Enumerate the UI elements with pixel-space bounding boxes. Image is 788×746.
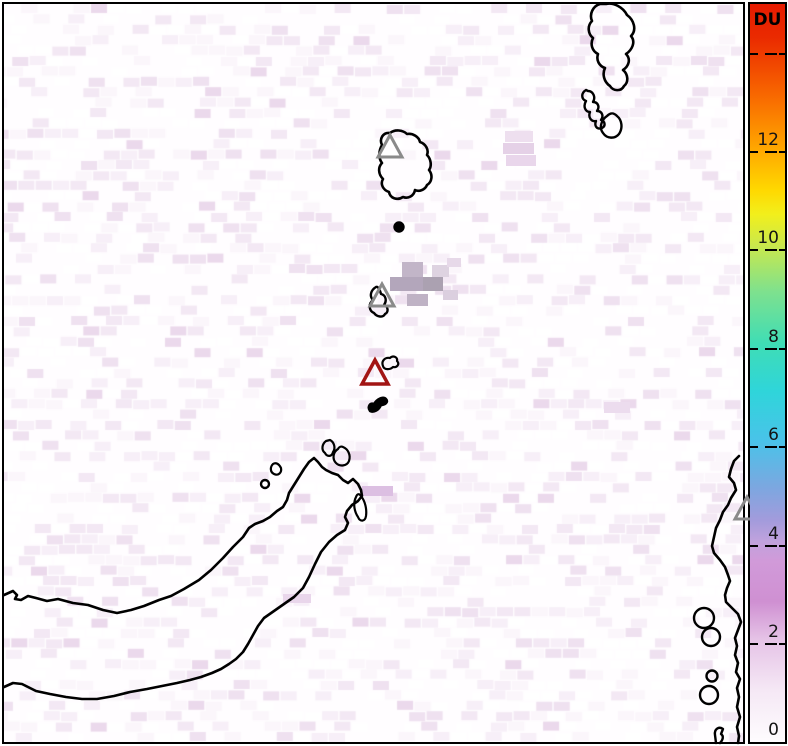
colorbar-tick: [750, 643, 758, 645]
colorbar-tick: [779, 446, 785, 449]
map-area: [2, 2, 745, 744]
colorbar-tick: [765, 347, 777, 350]
colorbar-tick: [750, 446, 758, 449]
colorbar-tick: [779, 544, 785, 547]
colorbar-tick: [765, 151, 777, 153]
so2-patch: [447, 258, 461, 267]
so2-patch: [283, 594, 311, 603]
colorbar-tick: [779, 347, 785, 350]
colorbar-tick: [750, 347, 758, 350]
colorbar-tick-label: 0: [768, 720, 779, 741]
colorbar-tick: [750, 249, 758, 252]
colorbar-tick-label: 10: [757, 228, 779, 249]
colorbar-tick-label: 8: [768, 326, 779, 347]
so2-patch: [506, 155, 536, 166]
colorbar-title: DU: [753, 10, 782, 30]
colorbar-tick: [765, 446, 777, 449]
colorbar-tick: [765, 249, 777, 252]
so2-patch-layer: [4, 4, 743, 742]
colorbar-tick-label: 12: [757, 130, 779, 150]
so2-patch: [390, 277, 423, 291]
colorbar-tick: [765, 643, 777, 645]
colorbar-tick-label: 6: [768, 425, 779, 446]
so2-patch: [503, 143, 534, 154]
so2-patch: [604, 402, 630, 413]
colorbar-gradient: [750, 4, 785, 742]
so2-patch: [407, 294, 428, 306]
colorbar-tick: [779, 52, 785, 55]
colorbar-tick: [765, 52, 777, 55]
colorbar-tick: [779, 151, 785, 153]
colorbar-tick: [779, 249, 785, 252]
colorbar-tick: [765, 544, 777, 547]
colorbar: 12 10 8 6 4 2 0 DU: [748, 2, 787, 744]
colorbar-tick-label: 4: [768, 523, 779, 544]
colorbar-tick: [750, 52, 758, 55]
so2-patch: [432, 265, 449, 277]
colorbar-tick: [779, 643, 785, 645]
colorbar-tick-label: 2: [768, 622, 779, 642]
colorbar-tick: [750, 151, 758, 153]
so2-patch: [505, 131, 533, 142]
so2-patch: [443, 290, 458, 300]
so2-patch: [402, 262, 423, 277]
colorbar-tick: [750, 544, 758, 547]
so2-patch: [362, 486, 393, 496]
so2-patch: [423, 277, 443, 291]
